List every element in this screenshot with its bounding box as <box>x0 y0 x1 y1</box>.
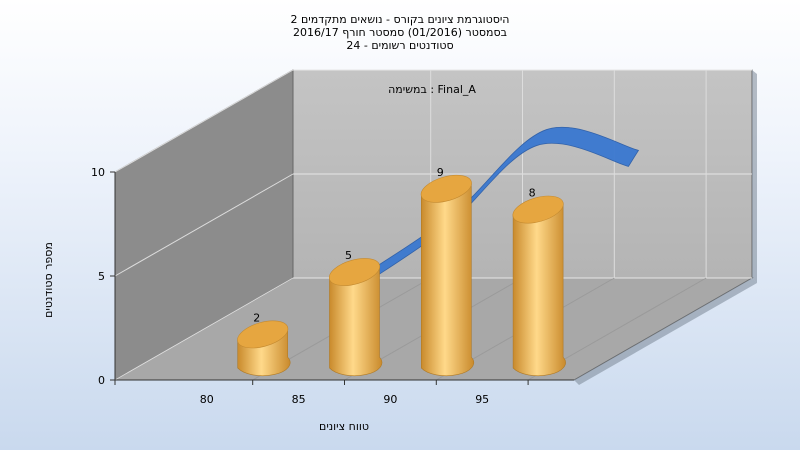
y-tick-label-0: 0 <box>98 374 105 387</box>
grid-side-1 <box>114 173 294 277</box>
bar-90: 9 <box>420 166 474 377</box>
bar-top-1 <box>328 258 381 286</box>
data-label-2: 9 <box>437 166 444 179</box>
grid-side-2 <box>114 69 294 173</box>
y-axis-label: מספר סטודנטים <box>42 242 55 318</box>
chart-title-line-2: בסמסטר (01/2016) סמסטר חורף 2016/17 <box>293 26 507 39</box>
x-tick-label-3: 95 <box>475 393 489 406</box>
y-tick-label-1: 5 <box>98 270 105 283</box>
bar-top-2 <box>420 174 472 203</box>
x-tick-label-2: 90 <box>383 393 397 406</box>
x-axis-label: טווח ציונים <box>319 420 369 433</box>
chart-title-line-3: סטודנטים רשומים - 24 <box>346 39 454 52</box>
bar-top-0 <box>237 320 289 349</box>
bars: 2 5 9 8 <box>237 166 566 377</box>
bar-95: 8 <box>512 187 566 377</box>
x-tick-label-0: 80 <box>200 393 214 406</box>
chart-floor-shadow <box>574 278 757 385</box>
grid-side-0 <box>114 277 294 381</box>
bar-85: 5 <box>328 249 383 377</box>
data-label-1: 5 <box>345 249 352 262</box>
data-label-0: 2 <box>253 311 260 324</box>
chart-wall-shadow <box>752 70 757 283</box>
bar-80: 2 <box>237 311 291 377</box>
bar-top-3 <box>512 195 564 224</box>
bar-body-2 <box>421 183 474 377</box>
x-tick-label-1: 85 <box>292 393 306 406</box>
chart-title-line-1: היסטוגרמת ציונים בקורס - נושאים מתקדמים … <box>290 13 510 26</box>
data-label-3: 8 <box>529 187 536 200</box>
bar-body-1 <box>329 266 383 377</box>
y-tick-label-2: 10 <box>91 166 105 179</box>
series-annotation: במשימה : Final_A <box>388 83 476 96</box>
bar-body-3 <box>512 204 566 377</box>
